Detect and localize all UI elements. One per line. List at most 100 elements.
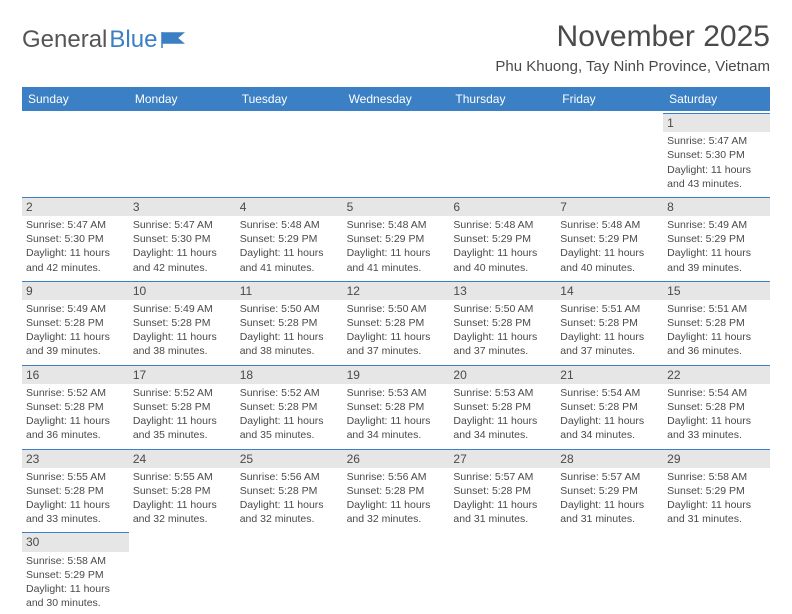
day-number: 20	[449, 365, 556, 384]
daylight-text: Daylight: 11 hours and 42 minutes.	[133, 246, 232, 274]
day-cell: 25Sunrise: 5:56 AMSunset: 5:28 PMDayligh…	[236, 447, 343, 531]
day-cell: 27Sunrise: 5:57 AMSunset: 5:28 PMDayligh…	[449, 447, 556, 531]
sunrise-text: Sunrise: 5:52 AM	[240, 386, 339, 400]
day-cell: 11Sunrise: 5:50 AMSunset: 5:28 PMDayligh…	[236, 279, 343, 363]
sunrise-text: Sunrise: 5:53 AM	[453, 386, 552, 400]
sunset-text: Sunset: 5:28 PM	[347, 484, 446, 498]
day-cell: 17Sunrise: 5:52 AMSunset: 5:28 PMDayligh…	[129, 363, 236, 447]
calendar-body: 1Sunrise: 5:47 AMSunset: 5:30 PMDaylight…	[22, 111, 770, 614]
sunset-text: Sunset: 5:29 PM	[560, 232, 659, 246]
daylight-text: Daylight: 11 hours and 31 minutes.	[560, 498, 659, 526]
day-cell	[343, 530, 450, 614]
sunrise-text: Sunrise: 5:49 AM	[26, 302, 125, 316]
daylight-text: Daylight: 11 hours and 41 minutes.	[240, 246, 339, 274]
day-cell: 18Sunrise: 5:52 AMSunset: 5:28 PMDayligh…	[236, 363, 343, 447]
day-cell	[556, 111, 663, 195]
day-cell: 9 Sunrise: 5:49 AMSunset: 5:28 PMDaylight…	[22, 279, 129, 363]
sunset-text: Sunset: 5:28 PM	[26, 316, 125, 330]
daylight-text: Daylight: 11 hours and 36 minutes.	[26, 414, 125, 442]
daylight-text: Daylight: 11 hours and 41 minutes.	[347, 246, 446, 274]
sunrise-text: Sunrise: 5:47 AM	[26, 218, 125, 232]
day-cell: 8Sunrise: 5:49 AMSunset: 5:29 PMDaylight…	[663, 195, 770, 279]
day-cell: 12Sunrise: 5:50 AMSunset: 5:28 PMDayligh…	[343, 279, 450, 363]
daylight-text: Daylight: 11 hours and 34 minutes.	[347, 414, 446, 442]
day-number: 14	[556, 281, 663, 300]
sunset-text: Sunset: 5:29 PM	[240, 232, 339, 246]
day-number: 9	[22, 281, 129, 300]
day-cell: 4Sunrise: 5:48 AMSunset: 5:29 PMDaylight…	[236, 195, 343, 279]
day-cell: 13Sunrise: 5:50 AMSunset: 5:28 PMDayligh…	[449, 279, 556, 363]
day-cell: 6Sunrise: 5:48 AMSunset: 5:29 PMDaylight…	[449, 195, 556, 279]
day-cell: 20Sunrise: 5:53 AMSunset: 5:28 PMDayligh…	[449, 363, 556, 447]
weekday-tue: Tuesday	[236, 87, 343, 111]
sunset-text: Sunset: 5:28 PM	[133, 400, 232, 414]
logo-flag-icon	[161, 31, 185, 49]
daylight-text: Daylight: 11 hours and 40 minutes.	[560, 246, 659, 274]
sunset-text: Sunset: 5:28 PM	[560, 316, 659, 330]
daylight-text: Daylight: 11 hours and 34 minutes.	[560, 414, 659, 442]
sunrise-text: Sunrise: 5:51 AM	[560, 302, 659, 316]
logo: GeneralBlue	[22, 26, 185, 54]
day-number: 4	[236, 197, 343, 216]
weekday-sun: Sunday	[22, 87, 129, 111]
day-number: 23	[22, 449, 129, 468]
sunrise-text: Sunrise: 5:47 AM	[667, 134, 766, 148]
header: GeneralBlue November 2025 Phu Khuong, Ta…	[22, 20, 770, 83]
daylight-text: Daylight: 11 hours and 33 minutes.	[667, 414, 766, 442]
day-number: 24	[129, 449, 236, 468]
daylight-text: Daylight: 11 hours and 32 minutes.	[133, 498, 232, 526]
day-cell: 21Sunrise: 5:54 AMSunset: 5:28 PMDayligh…	[556, 363, 663, 447]
day-number: 8	[663, 197, 770, 216]
sunrise-text: Sunrise: 5:53 AM	[347, 386, 446, 400]
daylight-text: Daylight: 11 hours and 38 minutes.	[133, 330, 232, 358]
day-cell	[663, 530, 770, 614]
day-number: 21	[556, 365, 663, 384]
sunrise-text: Sunrise: 5:54 AM	[667, 386, 766, 400]
day-number: 22	[663, 365, 770, 384]
sunrise-text: Sunrise: 5:51 AM	[667, 302, 766, 316]
weekday-wed: Wednesday	[343, 87, 450, 111]
daylight-text: Daylight: 11 hours and 39 minutes.	[26, 330, 125, 358]
daylight-text: Daylight: 11 hours and 37 minutes.	[453, 330, 552, 358]
day-cell: 26Sunrise: 5:56 AMSunset: 5:28 PMDayligh…	[343, 447, 450, 531]
sunset-text: Sunset: 5:30 PM	[667, 148, 766, 162]
day-number: 15	[663, 281, 770, 300]
sunset-text: Sunset: 5:29 PM	[347, 232, 446, 246]
sunset-text: Sunset: 5:30 PM	[26, 232, 125, 246]
day-number: 1	[663, 113, 770, 132]
day-cell	[236, 111, 343, 195]
daylight-text: Daylight: 11 hours and 36 minutes.	[667, 330, 766, 358]
sunset-text: Sunset: 5:28 PM	[347, 400, 446, 414]
day-number: 6	[449, 197, 556, 216]
daylight-text: Daylight: 11 hours and 37 minutes.	[347, 330, 446, 358]
sunset-text: Sunset: 5:29 PM	[453, 232, 552, 246]
day-cell: 16Sunrise: 5:52 AMSunset: 5:28 PMDayligh…	[22, 363, 129, 447]
daylight-text: Daylight: 11 hours and 31 minutes.	[667, 498, 766, 526]
sunset-text: Sunset: 5:28 PM	[667, 316, 766, 330]
sunset-text: Sunset: 5:30 PM	[133, 232, 232, 246]
sunrise-text: Sunrise: 5:58 AM	[26, 554, 125, 568]
daylight-text: Daylight: 11 hours and 33 minutes.	[26, 498, 125, 526]
day-number: 16	[22, 365, 129, 384]
daylight-text: Daylight: 11 hours and 39 minutes.	[667, 246, 766, 274]
sunrise-text: Sunrise: 5:50 AM	[453, 302, 552, 316]
sunrise-text: Sunrise: 5:48 AM	[453, 218, 552, 232]
day-cell: 19Sunrise: 5:53 AMSunset: 5:28 PMDayligh…	[343, 363, 450, 447]
logo-text-general: General	[22, 26, 107, 54]
day-number: 25	[236, 449, 343, 468]
sunrise-text: Sunrise: 5:55 AM	[26, 470, 125, 484]
title-block: November 2025 Phu Khuong, Tay Ninh Provi…	[495, 20, 770, 83]
day-cell: 5Sunrise: 5:48 AMSunset: 5:29 PMDaylight…	[343, 195, 450, 279]
day-cell: 3Sunrise: 5:47 AMSunset: 5:30 PMDaylight…	[129, 195, 236, 279]
sunset-text: Sunset: 5:28 PM	[26, 400, 125, 414]
sunrise-text: Sunrise: 5:57 AM	[453, 470, 552, 484]
month-title: November 2025	[495, 20, 770, 54]
location: Phu Khuong, Tay Ninh Province, Vietnam	[495, 58, 770, 75]
day-number: 5	[343, 197, 450, 216]
daylight-text: Daylight: 11 hours and 37 minutes.	[560, 330, 659, 358]
sunrise-text: Sunrise: 5:50 AM	[347, 302, 446, 316]
day-number: 18	[236, 365, 343, 384]
day-cell: 10Sunrise: 5:49 AMSunset: 5:28 PMDayligh…	[129, 279, 236, 363]
day-cell: 1Sunrise: 5:47 AMSunset: 5:30 PMDaylight…	[663, 111, 770, 195]
sunset-text: Sunset: 5:28 PM	[453, 484, 552, 498]
